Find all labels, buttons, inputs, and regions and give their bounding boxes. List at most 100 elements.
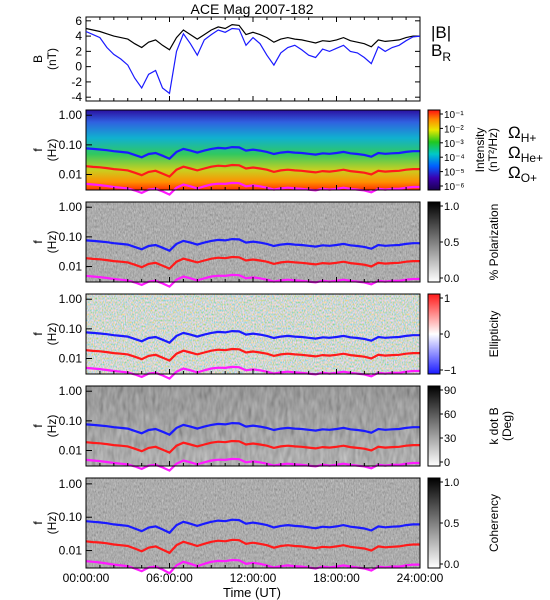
panel-bfield-yunit: (nT) [45, 48, 59, 70]
colorbar-tick-label: 90 [444, 385, 456, 397]
legend-br-main: B [431, 41, 442, 60]
ytick-label: 0.01 [59, 352, 83, 366]
colorbar-tick-label: 0.5 [444, 237, 459, 249]
gyro-line-h-plus [85, 237, 420, 252]
panel-bfield-ylabel: B [31, 55, 45, 63]
ytick-label: 0.10 [59, 414, 83, 428]
colorbar-tick-label: 1 [444, 293, 450, 305]
panel-ellipticity-ylabel: f [31, 332, 45, 336]
colorbar-tick-label: 0 [444, 329, 450, 341]
legend-bmag: |B| [431, 23, 451, 42]
figure-title: ACE Mag 2007-182 [191, 1, 314, 17]
colorbar-tick-label: 10⁻² [444, 124, 464, 135]
colorbar-ellipticity [427, 293, 441, 375]
gyro-line-h-plus [85, 518, 420, 535]
colorbar-kdotb [427, 385, 441, 467]
ytick-label: 0.01 [59, 544, 83, 558]
colorbar-tick-label: 10⁻⁴ [444, 153, 465, 164]
x-axis: 00:00:00 06:00:00 12:00:00 18:00:00 24:00:00 [63, 571, 444, 585]
ytick-label: 0.10 [59, 230, 83, 244]
panel-bfield-yaxis: 642 0-2-4 [71, 14, 421, 104]
panel-bfield-frame [85, 16, 421, 102]
legend-gyrofrequency: ΩH+ ΩHe+ ΩO+ [508, 123, 543, 185]
gyro-line-he-plus [85, 439, 420, 454]
x-tick-label: 24:00:00 [397, 571, 444, 585]
panel-kdotb-yunit: (Hz) [45, 415, 59, 438]
panel-coherency-ylabel: f [31, 521, 45, 525]
ytick-label: 0.01 [59, 260, 83, 274]
legend-o-plus: ΩO+ [508, 163, 537, 185]
colorbar-tick-label: 30 [444, 433, 456, 445]
ytick-label: 0.10 [59, 138, 83, 152]
gyro-line-he-plus [85, 538, 420, 555]
colorbar-label-polarization: % Polarization [487, 204, 501, 281]
legend-h-plus-sub: H+ [521, 131, 537, 145]
bfield-ytick-label: -4 [71, 90, 82, 104]
legend-h-plus-omega: Ω [508, 123, 521, 142]
x-tick-label: 00:00:00 [63, 571, 110, 585]
colorbar-tick-label: 10⁻¹ [444, 110, 464, 121]
colorbar-label-coherency: Coherency [487, 494, 501, 552]
series-line-br [85, 27, 421, 95]
legend-he-plus-omega: Ω [508, 143, 521, 162]
colorbar-label-kdotb: k dot B [487, 407, 501, 444]
colorbar-tick-label: 60 [444, 409, 456, 421]
colorbar-unit-kdotb: (Deg) [500, 411, 514, 441]
colorbar-tick-label: 10⁻³ [444, 139, 464, 150]
colorbar-tick-label: 0.0 [444, 559, 459, 571]
ytick-label: 0.01 [59, 168, 83, 182]
panel-polarization: 1.00 0.10 0.01 f (Hz) 1.0 0.5 0.0 % Polarization [31, 200, 501, 288]
bfield-ytick-label: 0 [75, 60, 82, 74]
x-axis-label: Time (UT) [223, 585, 281, 600]
colorbar-tick-label: −1 [444, 365, 457, 377]
panel-intensity-ylabel: f [31, 148, 45, 152]
gyro-line-he-plus [85, 163, 420, 178]
colorbar-label-intensity: Intensity [473, 128, 487, 173]
legend-h-plus: ΩH+ [508, 123, 536, 145]
x-tick-label: 12:00:00 [230, 571, 277, 585]
bfield-ytick-label: 4 [75, 29, 82, 43]
panel-ellipticity-yunit: (Hz) [45, 323, 59, 346]
gyro-line-h-plus [85, 421, 420, 436]
colorbar-unit-intensity: (nT²/Hz) [486, 128, 500, 172]
legend-he-plus: ΩHe+ [508, 143, 543, 165]
panel-intensity-yunit: (Hz) [45, 139, 59, 162]
colorbar-intensity [427, 109, 441, 191]
gyro-line-he-plus [85, 255, 420, 270]
colorbar-tick-label: 10⁻⁶ [444, 182, 465, 193]
ytick-label: 1.00 [59, 200, 83, 214]
colorbar-tick-label: 10⁻⁵ [444, 168, 465, 179]
gyro-line-he-plus [85, 347, 420, 362]
ytick-label: 1.00 [59, 384, 83, 398]
colorbar-tick-label: 0.5 [444, 518, 459, 530]
legend-br-sub: R [442, 50, 451, 64]
bfield-ytick-label: 2 [75, 44, 82, 58]
colorbar-tick-label: 1.0 [444, 201, 459, 213]
panel-coherency: 1.00 0.10 0.01 f (Hz) 1.0 0.5 0.0 Coherency [31, 477, 501, 575]
bfield-ytick-label: 6 [75, 14, 82, 28]
bfield-ytick-label: -2 [71, 75, 82, 89]
ytick-label: 0.10 [59, 322, 83, 336]
ytick-label: 1.00 [59, 292, 83, 306]
panel-coherency-yunit: (Hz) [45, 512, 59, 535]
panel-ellipticity: 1.00 0.10 0.01 f (Hz) 1 0 −1 Ellipticity [31, 292, 501, 380]
ytick-label: 1.00 [59, 477, 83, 491]
ytick-label: 0.01 [59, 444, 83, 458]
colorbar-tick-label: 1.0 [444, 477, 459, 489]
panel-kdotb: 1.00 0.10 0.01 f (Hz) 90 60 30 0 k dot B (Deg) [31, 384, 514, 472]
colorbar-label-ellipticity: Ellipticity [487, 311, 501, 358]
series-line-bmag [85, 23, 420, 51]
x-tick-label: 06:00:00 [146, 571, 193, 585]
ytick-label: 1.00 [59, 108, 83, 122]
legend-o-plus-omega: Ω [508, 163, 521, 182]
legend-o-plus-sub: O+ [521, 171, 537, 185]
panel-intensity: 1.00 0.10 0.01 f (Hz) 10⁻¹ 10⁻² 10⁻³ 10⁻⁴ 10⁻⁵ 10⁻… [31, 108, 500, 196]
colorbar-coherency [427, 477, 441, 569]
x-tick-label: 18:00:00 [313, 571, 360, 585]
legend-he-plus-sub: He+ [521, 151, 543, 165]
panel-polarization-yunit: (Hz) [45, 231, 59, 254]
legend-br: BR [431, 41, 451, 64]
spectrogram-panels: 1.000.100.01f (Hz)10⁻¹10⁻²10⁻³10⁻⁴10⁻⁵10⁻… [31, 108, 514, 575]
